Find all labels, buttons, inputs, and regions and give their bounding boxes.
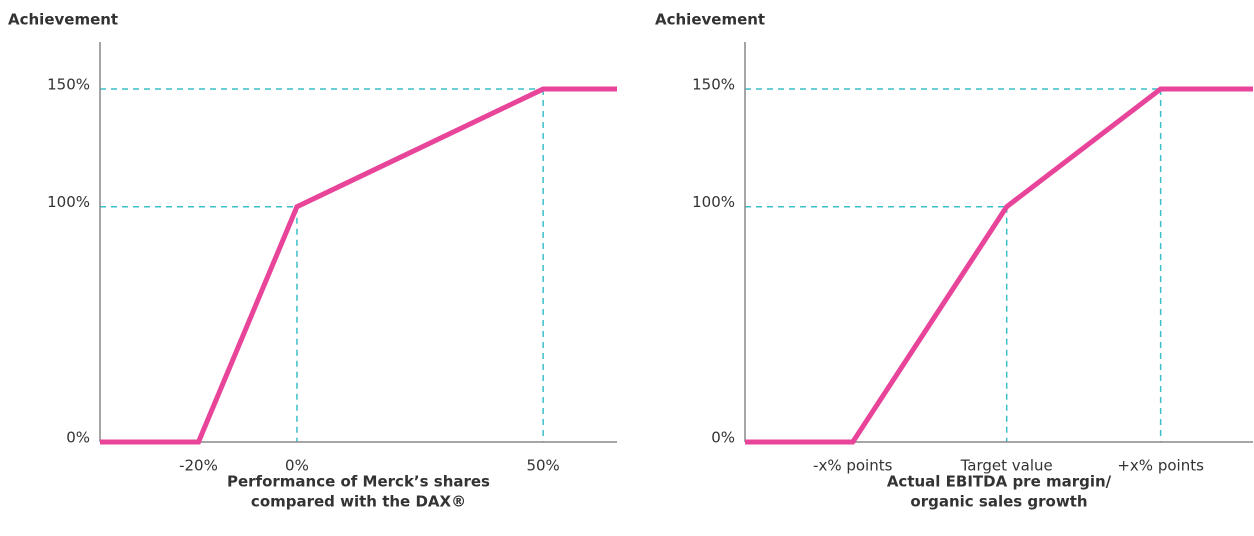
y-tick-label: 100% (692, 193, 735, 211)
x-axis-title: Performance of Merck’s shares (227, 473, 490, 491)
y-tick-label: 0% (711, 429, 735, 447)
y-tick-label: 150% (47, 76, 90, 94)
y-axis-title: Achievement (8, 11, 118, 29)
x-tick-label: -x% points (813, 457, 893, 475)
x-axis-title: organic sales growth (910, 493, 1087, 511)
y-tick-label: 150% (692, 76, 735, 94)
line (100, 86, 617, 445)
line (745, 86, 1253, 445)
y-axis-title: Achievement (655, 11, 765, 29)
x-tick-label: -20% (179, 457, 218, 475)
x-tick-label: Target value (960, 457, 1053, 475)
x-tick-label: 50% (526, 457, 559, 475)
x-axis-title: compared with the DAX® (251, 493, 466, 511)
x-axis-title: Actual EBITDA pre margin/ (887, 473, 1112, 491)
x-tick-label: 0% (285, 457, 309, 475)
x-tick-label: +x% points (1117, 457, 1204, 475)
y-tick-label: 100% (47, 193, 90, 211)
y-tick-label: 0% (66, 429, 90, 447)
